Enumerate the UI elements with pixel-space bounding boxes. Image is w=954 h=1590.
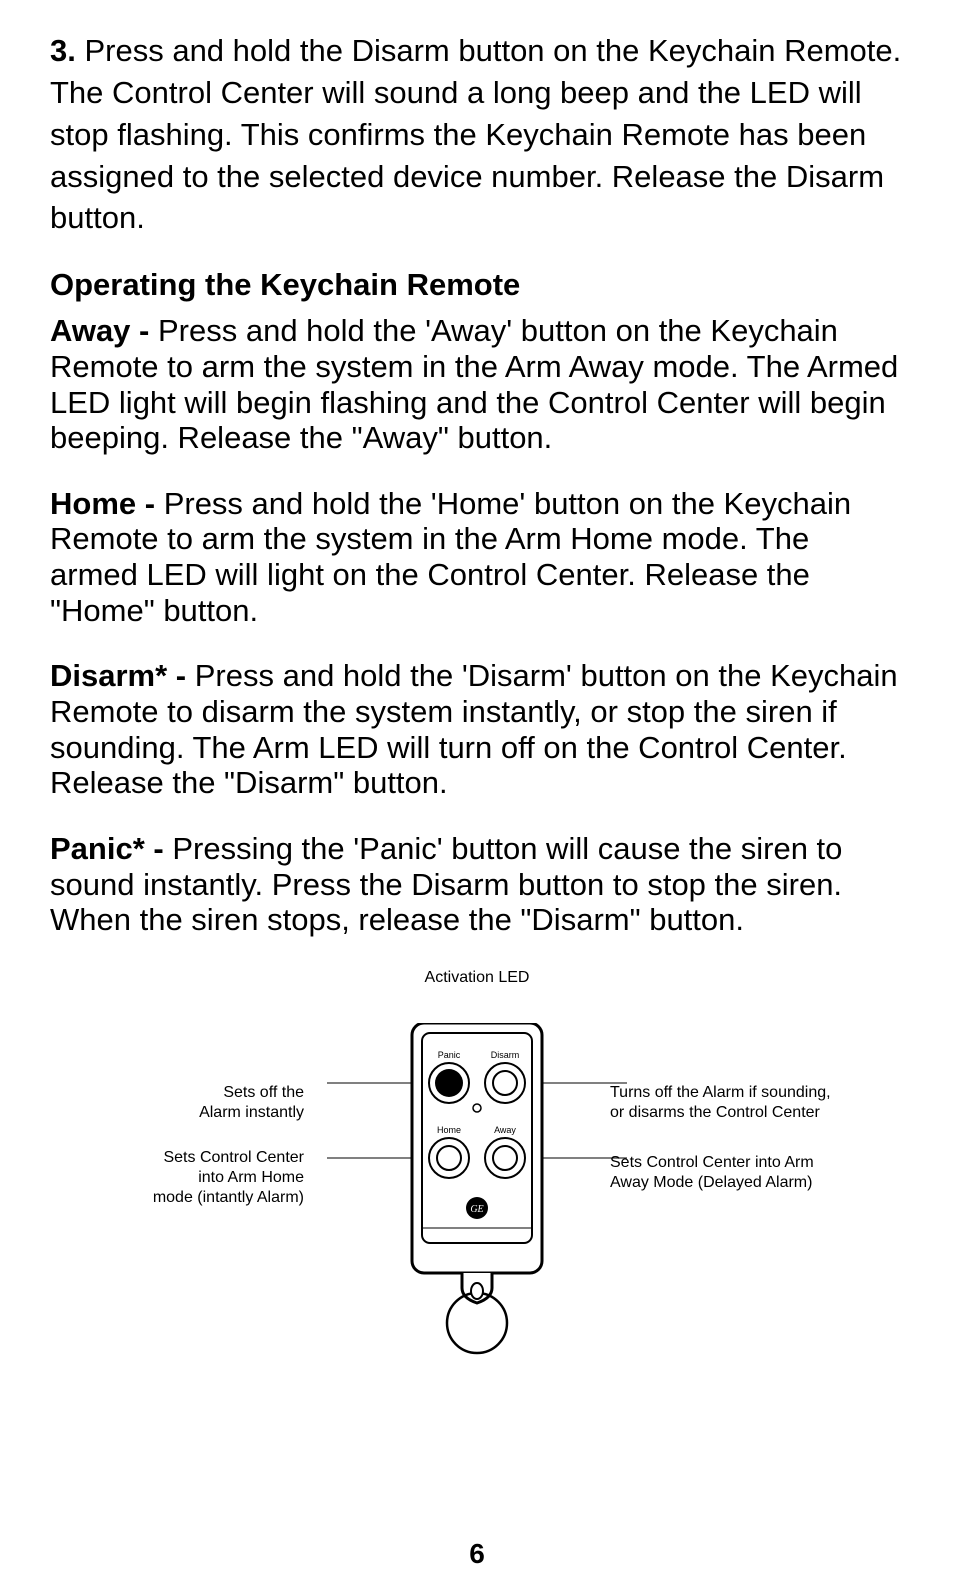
home-button-label: Home: [437, 1125, 461, 1135]
panic-button-label: Panic: [438, 1050, 461, 1060]
disarm-label: Disarm* -: [50, 658, 195, 693]
away-label: Away -: [50, 313, 158, 348]
section-heading: Operating the Keychain Remote: [50, 267, 904, 303]
page-number: 6: [469, 1538, 485, 1570]
panic-paragraph: Panic* - Pressing the 'Panic' button wil…: [50, 831, 904, 938]
step-text: Press and hold the Disarm button on the …: [50, 33, 901, 235]
disarm-button-label: Disarm: [491, 1050, 520, 1060]
step-3-paragraph: 3. Press and hold the Disarm button on t…: [50, 30, 904, 239]
callout-panic: Sets off the Alarm instantly: [54, 1063, 304, 1123]
disarm-paragraph: Disarm* - Press and hold the 'Disarm' bu…: [50, 658, 904, 801]
svg-text:GE: GE: [470, 1204, 483, 1215]
callout-home: Sets Control Center into Arm Home mode (…: [54, 1128, 304, 1208]
away-button-label: Away: [494, 1125, 516, 1135]
callout-away-text: Sets Control Center into Arm Away Mode (…: [610, 1154, 814, 1191]
callout-disarm-text: Turns off the Alarm if sounding, or disa…: [610, 1084, 831, 1121]
callout-disarm: Turns off the Alarm if sounding, or disa…: [610, 1063, 890, 1123]
away-text: Press and hold the 'Away' button on the …: [50, 313, 898, 455]
panic-button-fill-icon: [435, 1069, 463, 1097]
home-label: Home -: [50, 486, 164, 521]
callout-away: Sets Control Center into Arm Away Mode (…: [610, 1133, 890, 1193]
callout-activation-led-text: Activation LED: [425, 969, 530, 986]
step-number: 3.: [50, 33, 76, 68]
callout-panic-text: Sets off the Alarm instantly: [199, 1084, 304, 1121]
callout-activation-led: Activation LED: [425, 968, 530, 988]
panic-label: Panic* -: [50, 831, 172, 866]
callout-home-text: Sets Control Center into Arm Home mode (…: [153, 1149, 304, 1206]
home-text: Press and hold the 'Home' button on the …: [50, 486, 851, 628]
away-paragraph: Away - Press and hold the 'Away' button …: [50, 313, 904, 456]
remote-svg: Panic Disarm Home Away GE: [327, 1023, 627, 1403]
home-paragraph: Home - Press and hold the 'Home' button …: [50, 486, 904, 629]
remote-diagram: Activation LED Sets off the Alarm instan…: [50, 968, 904, 1388]
